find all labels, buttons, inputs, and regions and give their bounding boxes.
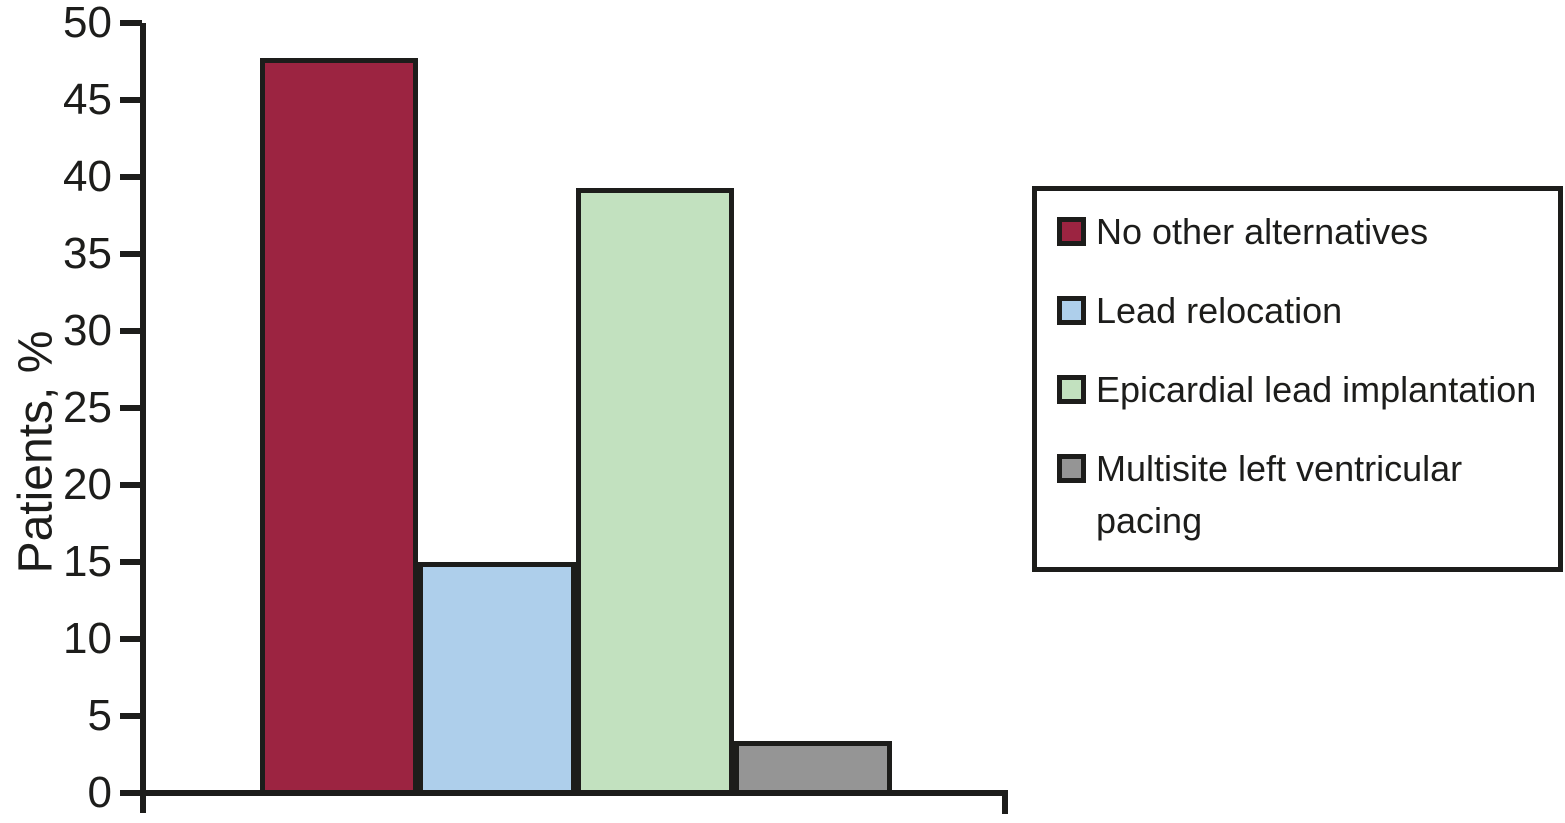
legend-swatch-icon: [1057, 296, 1086, 325]
legend-item: No other alternatives: [1057, 206, 1546, 258]
y-tick-label: 20: [63, 460, 112, 509]
y-tick-mark: [120, 328, 142, 334]
bar-multisite-left-ventricular-pacing: [734, 740, 892, 796]
legend-swatch-icon: [1057, 454, 1086, 483]
y-tick-mark: [120, 405, 142, 411]
legend-swatch-icon: [1057, 217, 1086, 246]
y-tick-mark: [120, 713, 142, 719]
y-tick-label: 50: [63, 0, 112, 47]
y-tick-label: 35: [63, 229, 112, 278]
y-tick-mark: [120, 97, 142, 103]
legend-item: Multisite left ventricular pacing: [1057, 443, 1546, 547]
y-tick-label: 25: [63, 383, 112, 432]
legend-label: No other alternatives: [1096, 211, 1429, 252]
y-tick-mark: [120, 790, 142, 796]
y-tick-mark: [120, 174, 142, 180]
legend-item: Epicardial lead implantation: [1057, 364, 1546, 416]
y-tick-mark: [120, 636, 142, 642]
y-tick-mark: [120, 251, 142, 257]
y-tick-label: 5: [87, 691, 112, 740]
legend-item: Lead relocation: [1057, 285, 1546, 337]
y-tick-label: 10: [63, 614, 112, 663]
legend-swatch-icon: [1057, 375, 1086, 404]
bar-lead-relocation: [418, 562, 576, 796]
legend-label: Epicardial lead implantation: [1096, 369, 1537, 410]
legend-items: No other alternatives Lead relocation Epic…: [1057, 206, 1546, 547]
bar-no-other-alternatives: [260, 58, 418, 796]
legend-label: Multisite left ventricular pacing: [1096, 448, 1463, 541]
y-tick-mark: [120, 20, 142, 26]
x-axis-line: [140, 790, 1008, 796]
bar-epicardial-lead-implantation: [576, 187, 734, 796]
y-tick-label: 40: [63, 152, 112, 201]
y-tick-label: 30: [63, 306, 112, 355]
legend-label: Lead relocation: [1096, 290, 1343, 331]
y-tick-label: 45: [63, 75, 112, 124]
y-axis-line: [140, 23, 146, 813]
y-tick-mark: [120, 482, 142, 488]
legend: No other alternatives Lead relocation Epic…: [1032, 186, 1563, 572]
y-tick-label: 15: [63, 537, 112, 586]
y-axis-title: Patients, %: [9, 330, 63, 574]
y-tick-mark: [120, 559, 142, 565]
y-tick-label: 0: [87, 768, 112, 817]
x-axis-end-tick: [1002, 790, 1008, 814]
